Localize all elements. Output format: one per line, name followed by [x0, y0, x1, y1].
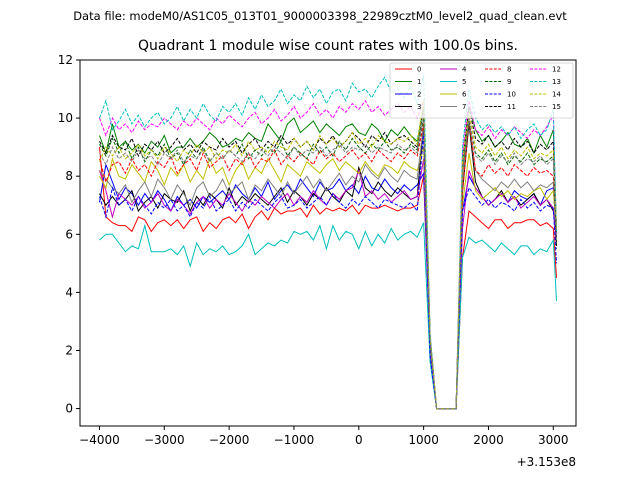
legend-label-8: 8 — [507, 66, 511, 74]
series-line-13 — [99, 74, 557, 410]
y-tick-label: 12 — [58, 53, 73, 67]
y-tick-label: 2 — [65, 343, 73, 357]
series-line-10 — [99, 132, 557, 410]
y-tick-label: 4 — [65, 285, 73, 299]
legend-label-12: 12 — [552, 66, 561, 74]
series-line-14 — [99, 100, 557, 410]
series-line-0 — [99, 147, 557, 410]
legend-label-7: 7 — [462, 103, 466, 111]
legend-label-1: 1 — [417, 78, 421, 86]
y-tick-label: 8 — [65, 169, 73, 183]
series-line-5 — [99, 222, 557, 410]
x-tick-label: 3000 — [538, 433, 569, 447]
legend-label-5: 5 — [462, 78, 466, 86]
legend-label-10: 10 — [507, 91, 516, 99]
x-tick-label: 0 — [355, 433, 363, 447]
series-line-6 — [99, 146, 557, 410]
legend-label-11: 11 — [507, 103, 516, 111]
legend-label-4: 4 — [462, 66, 467, 74]
series-line-11 — [99, 106, 557, 410]
legend-label-3: 3 — [417, 103, 421, 111]
legend-label-13: 13 — [552, 78, 561, 86]
figure-suptitle: Data file: modeM0/AS1C05_013T01_90000033… — [73, 9, 567, 23]
legend-label-6: 6 — [462, 91, 467, 99]
legend-frame — [389, 62, 574, 119]
chart-title: Quadrant 1 module wise count rates with … — [138, 38, 518, 54]
y-axis: 0 2 4 6 8 10 12 — [58, 53, 80, 416]
legend-label-0: 0 — [417, 66, 421, 74]
x-offset-label: +3.153e8 — [517, 455, 576, 469]
y-tick-label: 10 — [58, 111, 73, 125]
x-tick-label: −3000 — [144, 433, 185, 447]
y-tick-label: 0 — [65, 402, 73, 416]
series-layer — [99, 74, 557, 410]
series-line-7 — [99, 120, 557, 410]
legend-label-15: 15 — [552, 103, 561, 111]
x-tick-label: 1000 — [408, 433, 439, 447]
x-tick-label: 2000 — [473, 433, 504, 447]
series-line-1 — [99, 106, 557, 410]
x-tick-label: −1000 — [274, 433, 315, 447]
y-tick-label: 6 — [65, 227, 73, 241]
x-tick-label: −4000 — [79, 433, 120, 447]
series-line-15 — [99, 112, 557, 410]
series-line-9 — [99, 118, 557, 410]
x-axis: −4000 −3000 −2000 −1000 0 1000 2000 3000 — [79, 426, 569, 447]
legend-label-2: 2 — [417, 91, 421, 99]
legend-label-9: 9 — [507, 78, 511, 86]
x-tick-label: −2000 — [209, 433, 250, 447]
plot-frame — [79, 59, 577, 427]
legend-label-14: 14 — [552, 91, 561, 99]
